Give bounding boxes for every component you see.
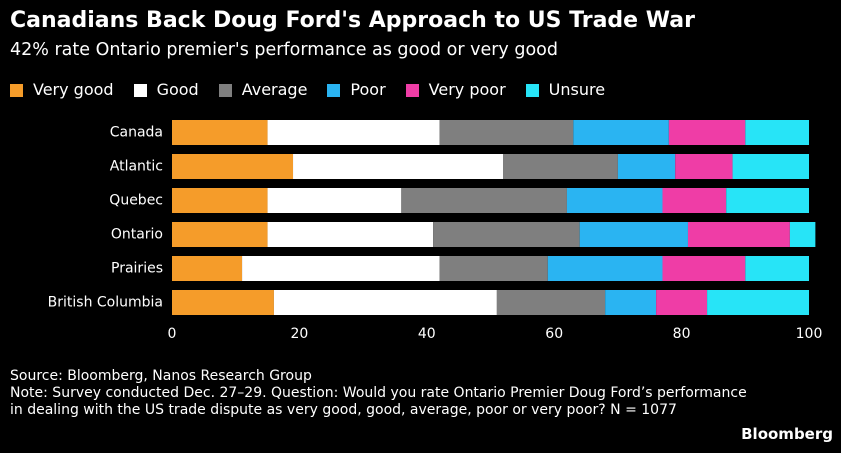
bar-british-columbia-good [273,290,497,315]
bar-atlantic-very-poor [675,154,733,179]
legend-label-very-poor: Very poor [428,80,506,99]
legend-swatch-average [218,83,232,97]
legend-label-unsure: Unsure [548,80,606,99]
survey-note: Note: Survey conducted Dec. 27–29. Quest… [10,385,747,418]
bar-ontario-unsure [789,222,816,247]
bar-prairies-average [439,256,548,281]
x-tick-100: 100 [796,326,823,342]
category-label-british-columbia: British Columbia [48,295,163,311]
category-label-ontario: Ontario [111,227,163,243]
bar-prairies-poor [547,256,663,281]
stacked-bar-chart: Canada Atlantic Quebec Ontario Prairies Briti… [48,120,823,342]
bar-ontario-average [433,222,580,247]
bar-british-columbia-very-poor [656,290,708,315]
bar-canada-average [439,120,574,145]
bar-quebec-poor [566,188,663,213]
bar-quebec-very-poor [662,188,727,213]
source-note: Source: Bloomberg, Nanos Research Group [10,368,312,384]
bar-british-columbia-average [496,290,606,315]
x-tick-20: 20 [290,326,308,342]
bar-ontario-very-poor [687,222,790,247]
bar-prairies-good [242,256,440,281]
bloomberg-logo: Bloomberg [741,425,833,443]
legend-item-unsure: Unsure [525,80,606,100]
bar-prairies-unsure [745,256,809,281]
bar-atlantic-very-good [172,154,294,179]
category-label-layer: Canada Atlantic Quebec Ontario Prairies Briti… [48,125,163,311]
bar-layer [172,120,816,315]
bar-ontario-very-good [172,222,268,247]
x-tick-40: 40 [418,326,436,342]
bar-ontario-poor [579,222,688,247]
legend-item-very-poor: Very poor [405,80,506,100]
bar-atlantic-poor [617,154,676,179]
legend-swatch-unsure [525,83,539,97]
legend-item-poor: Poor [327,80,386,100]
legend-item-average: Average [218,80,308,100]
legend-swatch-poor [327,83,341,97]
x-tick-80: 80 [673,326,691,342]
category-label-atlantic: Atlantic [110,159,163,175]
bar-prairies-very-good [172,256,243,281]
bar-canada-unsure [745,120,809,145]
legend-label-good: Good [156,80,199,99]
x-tick-layer: 0 20 40 60 80 100 [168,326,823,342]
bar-canada-good [267,120,440,145]
chart-subtitle: 42% rate Ontario premier's performance a… [10,40,558,60]
category-label-quebec: Quebec [109,193,163,209]
bar-ontario-good [267,222,434,247]
bar-atlantic-good [293,154,504,179]
bar-canada-poor [573,120,669,145]
bar-quebec-average [401,188,567,213]
x-tick-0: 0 [168,326,177,342]
category-label-prairies: Prairies [111,261,163,277]
bar-canada-very-good [172,120,268,145]
bar-atlantic-average [503,154,618,179]
bar-prairies-very-poor [662,256,746,281]
legend-label-very-good: Very good [33,80,114,99]
category-label-canada: Canada [110,125,163,141]
legend-item-good: Good [133,80,199,100]
bar-quebec-unsure [726,188,809,213]
chart-title: Canadians Back Doug Ford's Approach to U… [10,8,695,33]
bar-atlantic-unsure [732,154,809,179]
bar-canada-very-poor [668,120,746,145]
legend-swatch-very-good [10,83,23,97]
bar-british-columbia-unsure [707,290,809,315]
bar-british-columbia-very-good [172,290,274,315]
bar-quebec-good [267,188,402,213]
legend-label-poor: Poor [350,80,386,99]
footer-note-block: Source: Bloomberg, Nanos Research Group … [10,368,750,419]
legend-swatch-very-poor [405,83,419,97]
bar-quebec-very-good [172,188,268,213]
bar-british-columbia-poor [605,290,657,315]
legend-item-very-good: Very good [10,80,114,100]
x-tick-60: 60 [545,326,563,342]
legend: Very good Good Average Poor Very poor Un… [10,80,625,100]
legend-swatch-good [133,83,147,97]
legend-label-average: Average [241,80,308,99]
